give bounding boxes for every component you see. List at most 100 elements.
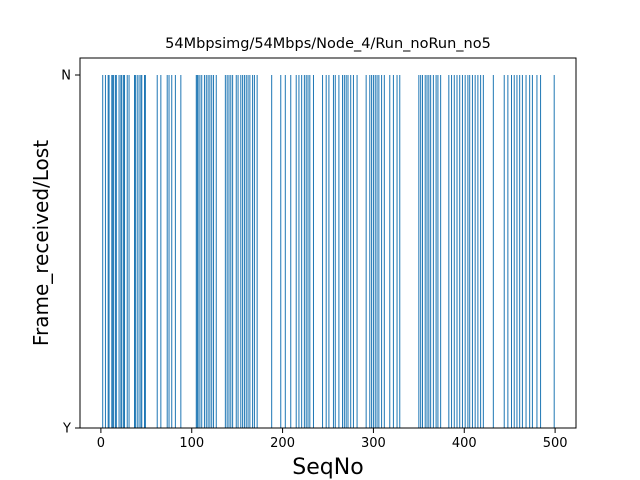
bar-seq-20 <box>118 75 120 428</box>
y-tick-label-Y: Y <box>62 422 71 437</box>
bar-seq-198 <box>280 75 282 428</box>
bar-seq-2 <box>102 75 104 428</box>
bar-seq-258 <box>334 75 336 428</box>
bar-seq-312 <box>383 75 385 428</box>
bar-seq-282 <box>356 75 358 428</box>
bar-seq-352 <box>420 75 422 428</box>
bar-seq-26 <box>124 75 126 428</box>
bar-seq-461 <box>519 75 521 428</box>
bar-seq-12 <box>111 75 113 428</box>
plot-frame <box>79 57 577 429</box>
bar-seq-143 <box>230 75 232 428</box>
bar-seq-120 <box>209 75 211 428</box>
bar-seq-29 <box>126 75 128 428</box>
bar-seq-66 <box>160 75 162 428</box>
bar-seq-383 <box>448 75 450 428</box>
bar-seq-172 <box>256 75 258 428</box>
bar-seq-78 <box>171 75 173 428</box>
bar-seq-298 <box>371 75 373 428</box>
x-tick-label-100: 100 <box>179 436 204 451</box>
x-tick-label-0: 0 <box>97 436 105 451</box>
bar-seq-111 <box>201 75 203 428</box>
bar-seq-389 <box>453 75 455 428</box>
bar-seq-122 <box>211 75 213 428</box>
x-tick-label-200: 200 <box>270 436 295 451</box>
bar-seq-167 <box>252 75 254 428</box>
bar-seq-244 <box>322 75 324 428</box>
bar-seq-386 <box>451 75 453 428</box>
bar-seq-306 <box>378 75 380 428</box>
bar-seq-116 <box>205 75 207 428</box>
bar-seq-105 <box>195 75 197 428</box>
bar-seq-366 <box>432 75 434 428</box>
bar-seq-418 <box>480 75 482 428</box>
bar-seq-82 <box>174 75 176 428</box>
bar-seq-5 <box>104 75 106 428</box>
bar-seq-9 <box>108 75 110 428</box>
bar-seq-73 <box>166 75 168 428</box>
bar-seq-141 <box>228 75 230 428</box>
bar-seq-475 <box>531 75 533 428</box>
bar-seq-363 <box>430 75 432 428</box>
bar-seq-444 <box>503 75 505 428</box>
bar-seq-292 <box>365 75 367 428</box>
bar-seq-251 <box>328 75 330 428</box>
bar-seq-228 <box>307 75 309 428</box>
bar-seq-371 <box>437 75 439 428</box>
bar-seq-224 <box>303 75 305 428</box>
bar-seq-25 <box>123 75 125 428</box>
bar-seq-17 <box>115 75 117 428</box>
bar-seq-114 <box>203 75 205 428</box>
bar-seq-256 <box>332 75 334 428</box>
bar-seq-412 <box>474 75 476 428</box>
x-tick-label-500: 500 <box>543 436 568 451</box>
bar-seq-107 <box>197 75 199 428</box>
bar-seq-156 <box>242 75 244 428</box>
bar-seq-421 <box>482 75 484 428</box>
bar-seq-40 <box>136 75 138 428</box>
bar-seq-302 <box>374 75 376 428</box>
bar-seq-218 <box>298 75 300 428</box>
bar-seq-151 <box>237 75 239 428</box>
bar-seq-268 <box>343 75 345 428</box>
chart-title: 54Mbpsimg/54Mbps/Node_4/Run_noRun_no5 <box>165 36 491 52</box>
bar-seq-359 <box>426 75 428 428</box>
bar-seq-448 <box>507 75 509 428</box>
bar-seq-8 <box>107 75 109 428</box>
bar-seq-221 <box>301 75 303 428</box>
bar-seq-14 <box>113 75 115 428</box>
bar-seq-401 <box>464 75 466 428</box>
bar-seq-270 <box>345 75 347 428</box>
bar-seq-62 <box>156 75 158 428</box>
bar-seq-38 <box>134 75 136 428</box>
bar-seq-275 <box>350 75 352 428</box>
y-axis-label: Frame_received/Lost <box>29 140 53 346</box>
x-tick-label-300: 300 <box>361 436 386 451</box>
bar-seq-22 <box>120 75 122 428</box>
bar-seq-31 <box>128 75 130 428</box>
bar-seq-354 <box>421 75 423 428</box>
bar-seq-369 <box>435 75 437 428</box>
bar-seq-139 <box>226 75 228 428</box>
bar-seq-296 <box>369 75 371 428</box>
bar-seq-226 <box>305 75 307 428</box>
bar-seq-309 <box>381 75 383 428</box>
bar-seq-272 <box>347 75 349 428</box>
bar-seq-160 <box>245 75 247 428</box>
bar-seq-209 <box>290 75 292 428</box>
bar-seq-464 <box>521 75 523 428</box>
bar-seq-109 <box>199 75 201 428</box>
bar-seq-188 <box>271 75 273 428</box>
bar-seq-137 <box>224 75 226 428</box>
bar-seq-42 <box>138 75 140 428</box>
bar-seq-409 <box>471 75 473 428</box>
bar-seq-88 <box>180 75 182 428</box>
bar-seq-164 <box>249 75 251 428</box>
bar-seq-392 <box>456 75 458 428</box>
bar-seq-16 <box>114 75 116 428</box>
bar-seq-374 <box>440 75 442 428</box>
bar-seq-49 <box>144 75 146 428</box>
bar-seq-169 <box>253 75 255 428</box>
y-tick-label-N: N <box>61 69 71 84</box>
